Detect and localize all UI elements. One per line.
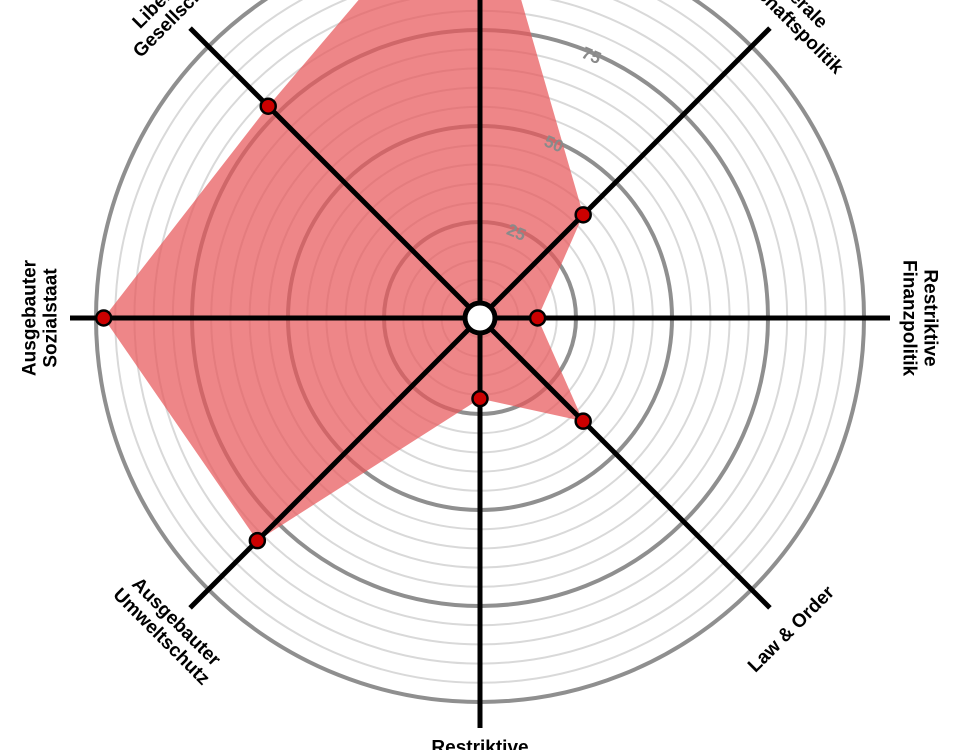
- axis-label-line: Restriktive: [431, 738, 528, 750]
- data-point: [471, 389, 489, 408]
- axis-label-line: Sozialstaat: [41, 268, 62, 368]
- radar-spoke: [478, 26, 772, 320]
- radar-spoke: [188, 316, 482, 610]
- axis-label: RestriktiveMigrationspolitik: [404, 738, 556, 750]
- axis-label-line: Finanzpolitik: [899, 260, 920, 377]
- radar-spoke: [188, 26, 482, 320]
- radar-spokes: [70, 0, 890, 728]
- radar-area-group: [103, 0, 584, 541]
- radar-area: [103, 0, 584, 541]
- radar-spoke: [478, 316, 772, 610]
- data-point: [528, 309, 547, 327]
- data-point: [574, 412, 592, 430]
- axis-label: LiberaleGesellschaft: [114, 0, 224, 62]
- radar-markers: [94, 97, 592, 550]
- axis-label-line: Restriktive: [920, 269, 941, 366]
- data-point: [574, 206, 592, 224]
- center-hub: [462, 300, 498, 336]
- data-point: [259, 97, 277, 115]
- data-point: [94, 309, 113, 327]
- axis-label-line: Wirtschaftspolitik: [720, 0, 848, 79]
- axis-label: AusgebauterSozialstaat: [20, 259, 62, 376]
- data-point: [248, 531, 267, 550]
- axis-label-line: Ausgebauter: [20, 259, 41, 376]
- axis-label: RestriktiveFinanzpolitik: [899, 260, 941, 377]
- axis-label: LiberaleWirtschaftspolitik: [720, 0, 863, 79]
